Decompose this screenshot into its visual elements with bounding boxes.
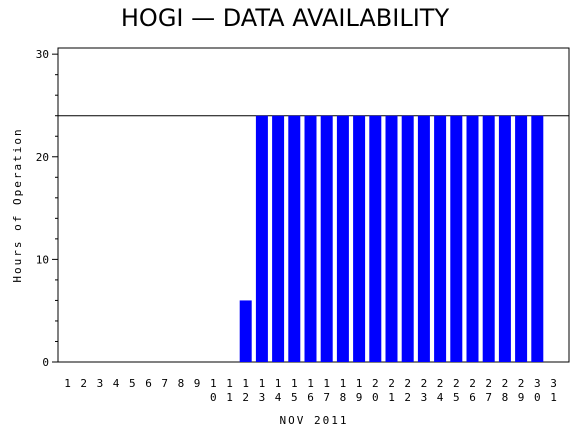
x-tick-label: 5	[129, 377, 136, 390]
bar	[401, 115, 414, 362]
bar	[434, 115, 447, 362]
bar	[385, 115, 398, 362]
bar	[450, 115, 463, 362]
bar	[320, 115, 333, 362]
bar	[417, 115, 430, 362]
x-tick-label: 6	[145, 377, 152, 390]
y-axis-label: Hours of Operation	[11, 127, 24, 282]
x-tick-label: 7	[161, 377, 168, 390]
bar	[531, 115, 544, 362]
x-tick-label: 2	[80, 377, 87, 390]
x-tick-label: 9	[194, 377, 201, 390]
y-tick-label: 0	[42, 356, 49, 369]
x-axis-label: NOV 2011	[280, 414, 349, 427]
x-tick-label: 1	[64, 377, 71, 390]
y-tick-label: 10	[36, 253, 49, 266]
bar	[353, 115, 366, 362]
y-tick-label: 30	[36, 48, 49, 61]
chart-title: HOGI — DATA AVAILABILITY	[120, 4, 450, 32]
bar	[239, 300, 252, 362]
bar	[369, 115, 382, 362]
x-tick-label: 4	[113, 377, 120, 390]
bar	[272, 115, 285, 362]
x-tick-label: 3	[97, 377, 104, 390]
y-tick-label: 20	[36, 151, 49, 164]
bar	[466, 115, 479, 362]
x-tick-label: 8	[178, 377, 185, 390]
bar	[288, 115, 301, 362]
bar	[336, 115, 349, 362]
bar	[515, 115, 528, 362]
bar	[255, 115, 268, 362]
bar	[498, 115, 511, 362]
bar	[304, 115, 317, 362]
bar	[482, 115, 495, 362]
